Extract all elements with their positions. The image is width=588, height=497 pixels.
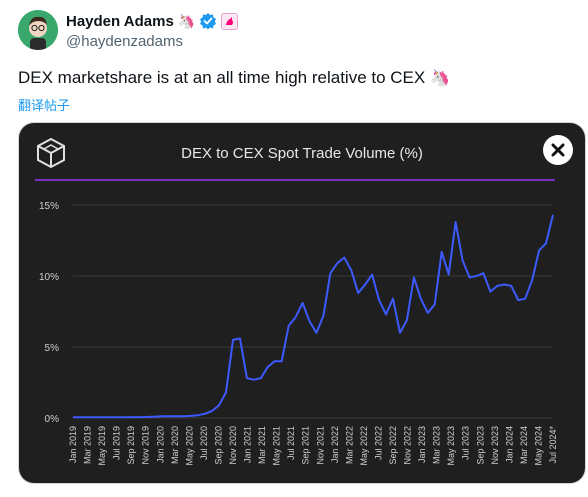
x-tick-label: Sep 2022 (388, 426, 398, 465)
uniswap-affiliate-icon[interactable] (221, 12, 239, 30)
x-tick-label: Jul 2023 (461, 426, 471, 460)
tweet-text: DEX marketshare is at an all time high r… (18, 68, 450, 88)
x-tick-label: Nov 2022 (403, 426, 413, 465)
x-tick-label: Mar 2021 (257, 426, 267, 464)
y-tick-label: 5% (45, 343, 60, 354)
close-icon (551, 143, 565, 157)
x-tick-label: Jul 2022 (373, 426, 383, 460)
x-tick-label: Mar 2019 (83, 426, 93, 464)
x-tick-label: Sep 2021 (301, 426, 311, 465)
chart-title: DEX to CEX Spot Trade Volume (%) (181, 145, 423, 162)
cube-logo-icon (37, 137, 65, 169)
x-tick-label: Nov 2023 (490, 426, 500, 465)
x-tick-label: Mar 2022 (344, 426, 354, 464)
x-tick-label: Jul 2020 (199, 426, 209, 460)
x-tick-label: Nov 2019 (141, 426, 151, 465)
x-tick-label: Jan 2022 (330, 426, 340, 463)
unicorn-mark-icon (226, 16, 234, 25)
x-tick-label: Mar 2024 (519, 426, 529, 464)
x-tick-label: Jul 2024* (548, 426, 558, 464)
x-tick-label: Jan 2021 (243, 426, 253, 463)
x-tick-label: May 2019 (97, 426, 107, 466)
x-tick-label: Jul 2019 (112, 426, 122, 460)
close-button[interactable] (543, 135, 573, 165)
x-tick-label: Jan 2024 (504, 426, 514, 463)
x-tick-label: May 2023 (446, 426, 456, 466)
translate-link[interactable]: 翻译帖子 (18, 98, 71, 113)
x-tick-label: May 2022 (359, 426, 369, 466)
avatar[interactable] (18, 10, 58, 50)
unicorn-emoji: 🦄 (177, 12, 196, 29)
x-tick-label: Jan 2023 (417, 426, 427, 463)
x-tick-label: Jan 2020 (155, 426, 165, 463)
x-tick-label: Jan 2019 (68, 426, 78, 463)
y-tick-label: 0% (45, 414, 60, 425)
x-tick-label: May 2024 (533, 426, 543, 466)
author-handle[interactable]: @haydenzadams (66, 33, 183, 50)
chart-card: DEX to CEX Spot Trade Volume (%) 0% 5% 10%… (19, 123, 585, 483)
tweet-body: DEX marketshare is at an all time high r… (18, 68, 426, 87)
x-tick-label: Mar 2020 (170, 426, 180, 464)
avatar-portrait (18, 10, 58, 50)
x-tick-label: May 2021 (272, 426, 282, 466)
x-tick-label: Mar 2023 (432, 426, 442, 464)
x-tick-label: Sep 2020 (213, 426, 223, 465)
series-line (73, 214, 554, 419)
title-divider (35, 179, 555, 181)
author-name[interactable]: Hayden Adams (66, 12, 174, 30)
line-chart: 0% 5% 10% 15% Jan 2019 Mar 2019 May 2019 Jul 20… (39, 201, 558, 466)
tweet-media[interactable]: DEX to CEX Spot Trade Volume (%) 0% 5% 10%… (18, 122, 586, 484)
x-tick-label: Nov 2020 (228, 426, 238, 465)
x-tick-label: May 2020 (184, 426, 194, 466)
x-tick-label: Nov 2021 (315, 426, 325, 465)
y-tick-label: 15% (39, 201, 59, 212)
author-row: Hayden Adams 🦄 (66, 12, 239, 30)
x-tick-label: Sep 2023 (475, 426, 485, 465)
x-tick-label: Jul 2021 (286, 426, 296, 460)
verified-badge-icon[interactable] (199, 12, 217, 30)
y-tick-label: 10% (39, 272, 59, 283)
unicorn-emoji: 🦄 (430, 70, 451, 87)
x-tick-label: Sep 2019 (126, 426, 136, 465)
